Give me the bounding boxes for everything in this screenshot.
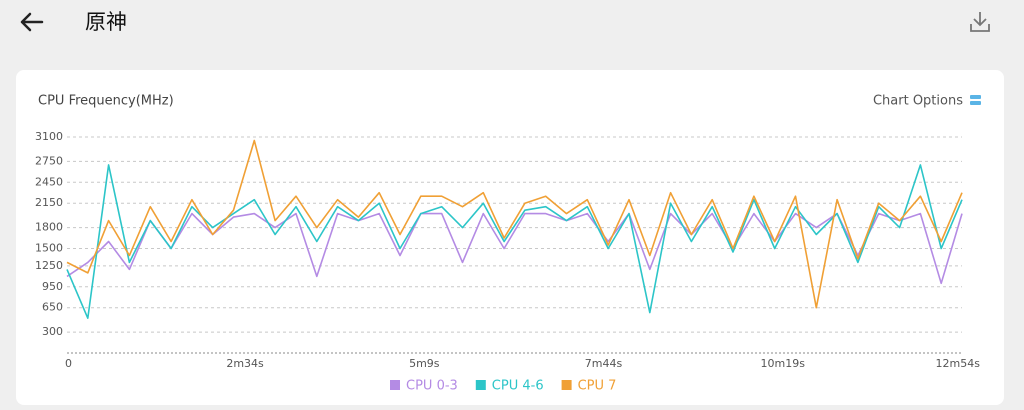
chart-options-icon[interactable]: [970, 95, 981, 105]
chart-options[interactable]: Chart Options: [873, 94, 963, 109]
plot: 300 650 950 1250 1500 1800 2150 2450 2750 3100 0 2m…: [35, 130, 980, 370]
download-button[interactable]: [970, 12, 990, 32]
chart-title: CPU Frequency(MHz): [38, 94, 174, 109]
legend: CPU 0-3 CPU 4-6 CPU 7: [390, 379, 616, 394]
legend-label: CPU 4-6: [492, 379, 544, 394]
x-tick-label: 10m19s: [761, 357, 806, 370]
legend-label: CPU 0-3: [406, 379, 458, 394]
y-tick-label: 650: [42, 301, 63, 314]
y-tick-label: 2750: [35, 154, 63, 167]
y-tick-label: 1800: [35, 221, 63, 234]
series-line: [66, 139, 963, 309]
series-line: [66, 164, 963, 319]
y-tick-label: 2450: [35, 175, 63, 188]
legend-swatch: [390, 380, 400, 390]
legend-label: CPU 7: [578, 379, 617, 394]
back-button[interactable]: [20, 12, 44, 32]
y-tick-label: 1250: [35, 259, 63, 272]
y-tick-label: 300: [42, 325, 63, 338]
y-tick-label: 3100: [35, 130, 63, 143]
x-tick-label: 2m34s: [226, 357, 264, 370]
y-tick-label: 1500: [35, 241, 63, 254]
x-tick-label: 7m44s: [585, 357, 623, 370]
legend-swatch: [561, 380, 572, 390]
y-tick-label: 2150: [35, 196, 63, 209]
x-tick-label: 12m54s: [936, 357, 981, 370]
legend-swatch: [475, 380, 486, 390]
page-title: 原神: [85, 10, 127, 34]
x-tick-label: 5m9s: [409, 357, 440, 370]
y-tick-label: 950: [42, 280, 63, 293]
x-tick-label: 0: [65, 357, 72, 370]
